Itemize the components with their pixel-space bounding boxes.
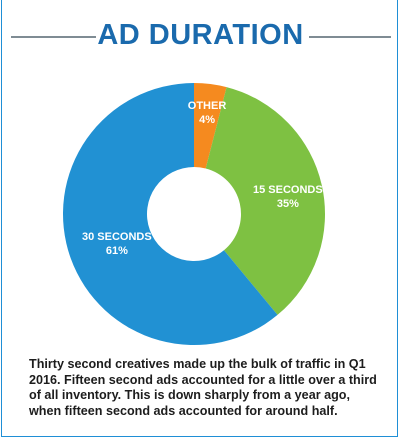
slice-15-seconds (205, 87, 325, 315)
title-row: AD DURATION (2, 16, 399, 56)
donut-labels: OTHER 4% 15 SECONDS 35% 30 SECONDS 61% (82, 100, 323, 257)
value-label-other: 4% (199, 114, 215, 126)
value-label-15-seconds: 35% (277, 198, 299, 210)
slice-30-seconds (62, 83, 278, 346)
label-15-seconds: 15 SECONDS (253, 184, 323, 196)
label-other: OTHER (188, 100, 227, 112)
donut-chart: OTHER 4% 15 SECONDS 35% 30 SECONDS 61% (62, 83, 325, 346)
title-divider-right (309, 36, 391, 38)
donut-slices (62, 83, 325, 346)
page-title: AD DURATION (97, 19, 304, 51)
value-label-30-seconds: 61% (106, 245, 128, 257)
chart-caption: Thirty second creatives made up the bulk… (29, 357, 377, 418)
slice-other (194, 83, 227, 169)
label-30-seconds: 30 SECONDS (82, 231, 152, 243)
title-divider-left (11, 36, 96, 38)
